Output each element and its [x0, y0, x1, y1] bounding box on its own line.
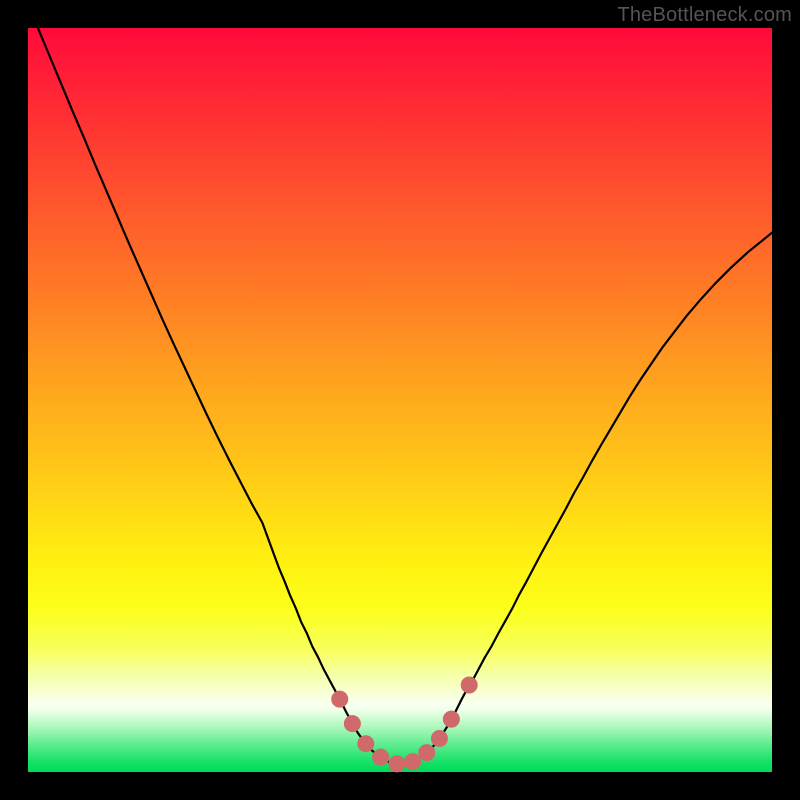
data-marker — [358, 736, 374, 752]
watermark-text: TheBottleneck.com — [617, 4, 792, 27]
data-marker — [419, 745, 435, 761]
data-marker — [431, 731, 447, 747]
data-marker — [389, 756, 405, 772]
chart-frame: TheBottleneck.com — [0, 0, 800, 800]
chart-svg — [28, 28, 772, 772]
data-marker — [461, 677, 477, 693]
data-marker — [344, 716, 360, 732]
data-marker — [332, 691, 348, 707]
plot-area — [28, 28, 772, 772]
data-marker — [405, 754, 421, 770]
data-marker — [373, 749, 389, 765]
gradient-background — [28, 28, 772, 772]
data-marker — [443, 711, 459, 727]
